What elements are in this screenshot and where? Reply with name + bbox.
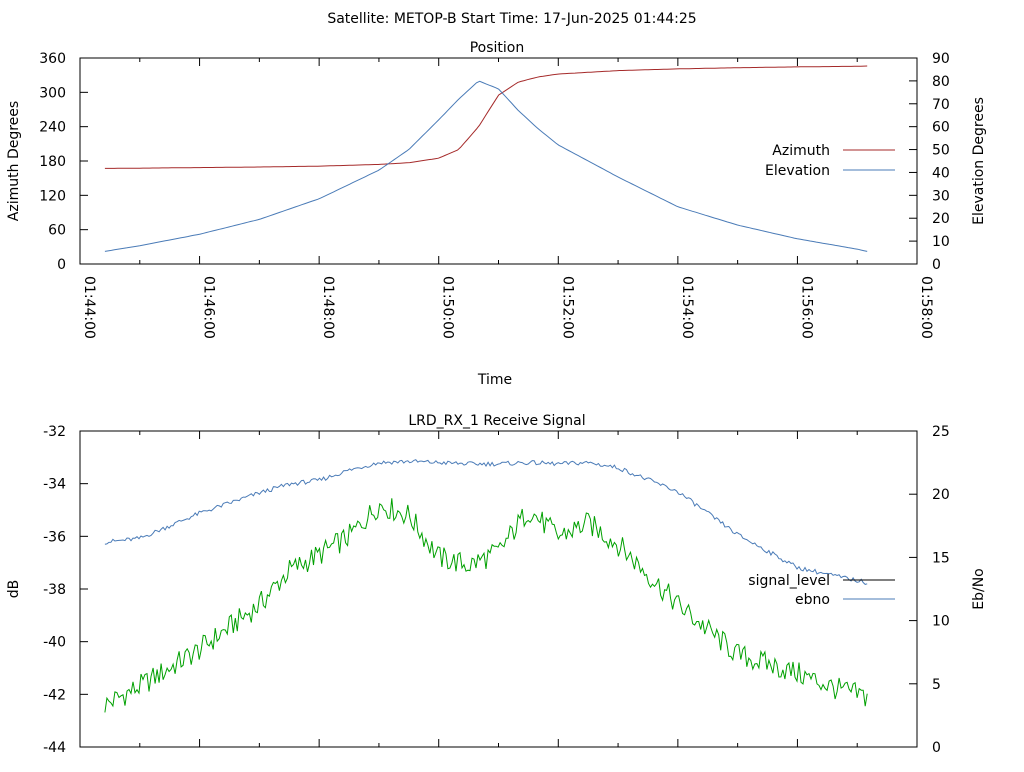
y-tick-label: -32 <box>43 424 66 440</box>
y2-tick-label: 10 <box>932 614 950 630</box>
y2-tick-label: 90 <box>932 51 950 67</box>
position-series-group <box>104 65 868 252</box>
y2-tick-label: 30 <box>932 188 950 204</box>
y-tick-label: -38 <box>43 582 66 598</box>
position-y-axis-label: Azimuth Degrees <box>6 101 22 221</box>
y-tick-label: 300 <box>39 85 66 101</box>
series-line-azimuth <box>104 65 868 169</box>
x-tick-label: 01:46:00 <box>201 276 217 339</box>
series-line-elevation <box>104 80 868 252</box>
position-legend: Azimuth Elevation <box>765 143 895 179</box>
legend-ebno-label: ebno <box>795 592 830 608</box>
x-tick-label: 01:50:00 <box>440 276 456 339</box>
y-tick-label: 60 <box>48 223 66 239</box>
y2-tick-label: 70 <box>932 97 950 113</box>
y2-tick-label: 25 <box>932 424 950 440</box>
position-axis-ticks: 01:44:00 01:46:00 01:48:00 01:50:00 01:52:00… <box>39 51 950 339</box>
legend-elevation-label: Elevation <box>765 163 830 179</box>
signal-axis-ticks: -32 -34 -36 -38 -40 -42 -44 0 5 10 15 20 25 <box>43 424 950 756</box>
signal-y2-axis-label: Eb/No <box>971 568 987 610</box>
y2-tick-label: 60 <box>932 120 950 136</box>
y-tick-label: 0 <box>57 257 66 273</box>
y-tick-label: 120 <box>39 188 66 204</box>
y-tick-label: 240 <box>39 120 66 136</box>
y-tick-label: 180 <box>39 154 66 170</box>
position-y2-axis-label: Elevation Degrees <box>971 97 987 225</box>
y-tick-label: -36 <box>43 529 66 545</box>
signal-series-group <box>104 459 868 713</box>
y-tick-label: -44 <box>43 740 66 756</box>
y-tick-label: -42 <box>43 687 66 703</box>
x-tick-label: 01:54:00 <box>679 276 695 339</box>
series-line-ebno <box>104 459 868 585</box>
y-tick-label: -40 <box>43 635 66 651</box>
position-chart-title: Position <box>470 40 525 56</box>
y-tick-label: -34 <box>43 477 66 493</box>
legend-azimuth-label: Azimuth <box>772 143 830 159</box>
x-tick-label: 01:48:00 <box>320 276 336 339</box>
signal-plot-frame <box>79 430 918 748</box>
signal-chart: LRD_RX_1 Receive Signal -32-34-36-38-40-… <box>6 413 987 756</box>
x-tick-label: 01:56:00 <box>798 276 814 339</box>
signal-legend: signal_level ebno <box>748 573 895 608</box>
y2-tick-label: 20 <box>932 487 950 503</box>
signal-y-axis-label: dB <box>6 580 22 599</box>
y2-tick-label: 10 <box>932 234 950 250</box>
x-tick-label: 01:44:00 <box>81 276 97 339</box>
figure-title: Satellite: METOP-B Start Time: 17-Jun-20… <box>327 11 696 27</box>
position-chart: Position 01:44:00 01:46:00 01:48:00 01:50:0… <box>6 40 987 388</box>
position-x-axis-label: Time <box>477 372 512 388</box>
y2-tick-label: 15 <box>932 550 950 566</box>
legend-signal-level-label: signal_level <box>748 573 830 589</box>
y-tick-label: 360 <box>39 51 66 67</box>
x-tick-label: 01:52:00 <box>559 276 575 339</box>
y2-tick-label: 40 <box>932 165 950 181</box>
y2-tick-label: 5 <box>932 677 941 693</box>
y2-tick-label: 50 <box>932 143 950 159</box>
y2-tick-label: 0 <box>932 257 941 273</box>
signal-chart-title: LRD_RX_1 Receive Signal <box>408 413 585 429</box>
y2-tick-label: 20 <box>932 211 950 227</box>
y2-tick-label: 80 <box>932 74 950 90</box>
y2-tick-label: 0 <box>932 740 941 756</box>
x-tick-label: 01:58:00 <box>918 276 934 339</box>
series-line-signal-level <box>104 498 868 713</box>
